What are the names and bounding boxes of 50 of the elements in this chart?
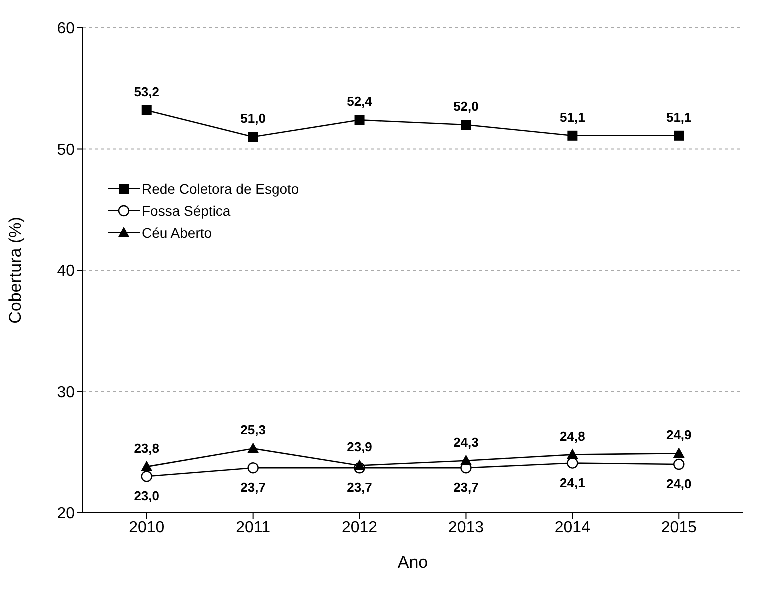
- point: [141, 471, 152, 482]
- data-label: 23,8: [134, 440, 160, 456]
- point: [142, 105, 152, 116]
- x-tick-label: 2014: [554, 519, 591, 536]
- point: [567, 458, 578, 469]
- data-label: 25,3: [240, 422, 266, 438]
- data-label: 24,3: [454, 434, 479, 450]
- point: [566, 448, 578, 460]
- data-label: 23,7: [347, 480, 372, 496]
- point: [461, 120, 472, 130]
- point: [248, 462, 259, 474]
- point: [460, 454, 472, 466]
- y-tick-label: 40: [57, 263, 76, 280]
- legend-label: Rede Coletora de Esgoto: [142, 181, 300, 197]
- legend-label: Fossa Séptica: [142, 203, 231, 219]
- x-tick-label: 2011: [236, 519, 271, 536]
- data-label: 24,0: [666, 476, 692, 492]
- data-label: 51,0: [240, 111, 266, 126]
- point: [354, 115, 365, 126]
- y-tick-label: 60: [57, 20, 76, 38]
- data-label: 23,9: [347, 440, 372, 455]
- x-tick-label: 2015: [661, 519, 698, 536]
- x-tick-label: 2013: [448, 519, 484, 536]
- point: [248, 132, 258, 142]
- data-label: 23,7: [240, 480, 266, 496]
- point: [674, 130, 684, 141]
- data-label: 52,0: [454, 99, 479, 114]
- data-label: 51,1: [666, 110, 692, 125]
- data-label: 53,2: [134, 84, 160, 100]
- data-label: 52,4: [347, 94, 374, 110]
- data-label: 24,9: [666, 428, 692, 443]
- y-tick-label: 50: [57, 142, 76, 159]
- data-label: 24,1: [560, 475, 586, 490]
- y-tick-label: 30: [57, 384, 76, 402]
- point: [248, 442, 260, 454]
- point: [568, 130, 578, 141]
- x-tick-label: 2010: [129, 519, 165, 536]
- point: [674, 458, 685, 470]
- y-tick-label: 20: [57, 506, 76, 523]
- data-label: 23,0: [134, 488, 160, 504]
- point: [141, 460, 153, 472]
- y-axis-title: Cobertura (%): [6, 217, 26, 324]
- data-label: 24,8: [560, 428, 586, 444]
- x-axis-title: Ano: [398, 553, 428, 572]
- point: [354, 460, 366, 470]
- data-label: 23,7: [454, 480, 479, 496]
- legend-label: Céu Aberto: [142, 225, 212, 241]
- point: [673, 448, 685, 458]
- data-label: 51,1: [560, 110, 586, 125]
- x-tick-label: 2012: [342, 519, 378, 536]
